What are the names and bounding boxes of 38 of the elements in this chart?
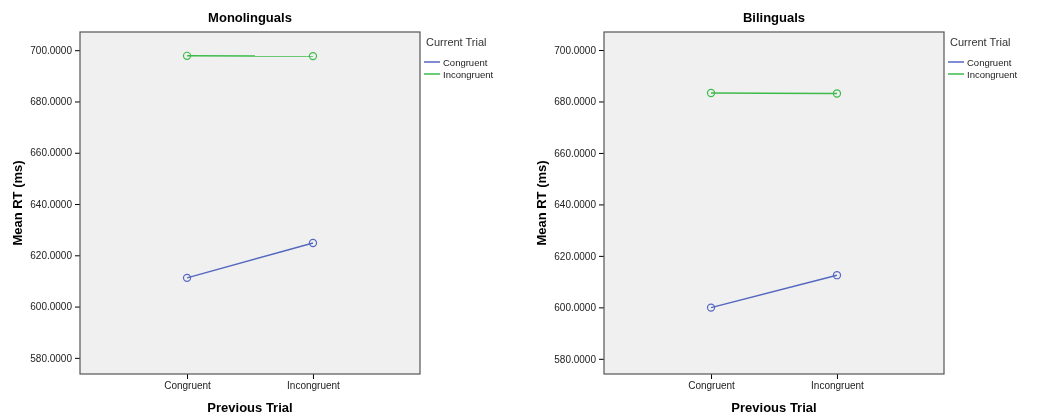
legend-label: Congruent	[967, 56, 1012, 68]
y-tick-label: 680.0000	[30, 96, 73, 108]
point	[706, 88, 716, 98]
y-tick-label: 640.0000	[554, 199, 597, 211]
chart-title: Bilinguals	[742, 10, 806, 25]
legend-label: Congruent	[443, 56, 488, 68]
x-tick-label: Incongruent	[287, 380, 341, 392]
point	[308, 51, 318, 61]
chart-title: Monolinguals	[208, 10, 292, 25]
y-tick-label: 660.0000	[554, 147, 597, 159]
point	[308, 238, 318, 248]
y-axis-title: Mean RT (ms)	[10, 160, 25, 246]
y-tick-label: 640.0000	[30, 198, 73, 210]
y-tick-label: 700.0000	[554, 44, 597, 56]
y-tick-label: 680.0000	[554, 96, 597, 108]
x-tick-label: Incongruent	[811, 380, 865, 392]
y-tick-label: 700.0000	[30, 44, 73, 56]
legend-title: Current Trial	[426, 36, 487, 48]
y-tick-label: 660.0000	[30, 147, 73, 159]
y-tick-label: 600.0000	[554, 302, 597, 314]
x-tick-label: Congruent	[688, 380, 736, 392]
point	[182, 51, 192, 60]
y-tick-label: 600.0000	[30, 301, 73, 313]
point	[706, 303, 716, 312]
point	[832, 89, 842, 98]
point	[832, 271, 842, 280]
y-tick-label: 580.0000	[554, 353, 597, 365]
y-tick-label: 580.0000	[30, 352, 73, 364]
x-axis-title: Previous Trial	[207, 400, 293, 415]
y-tick-label: 620.0000	[30, 250, 73, 261]
x-tick-label: Congruent	[164, 380, 212, 392]
y-axis-title: Mean RT (ms)	[534, 160, 549, 246]
x-axis-title: Previous Trial	[731, 400, 817, 415]
point	[182, 273, 192, 283]
legend-label: Incongruent	[967, 68, 1018, 80]
legend-title: Current Trial	[950, 36, 1011, 48]
legend-label: Incongruent	[443, 68, 494, 80]
y-tick-label: 620.0000	[554, 250, 597, 262]
